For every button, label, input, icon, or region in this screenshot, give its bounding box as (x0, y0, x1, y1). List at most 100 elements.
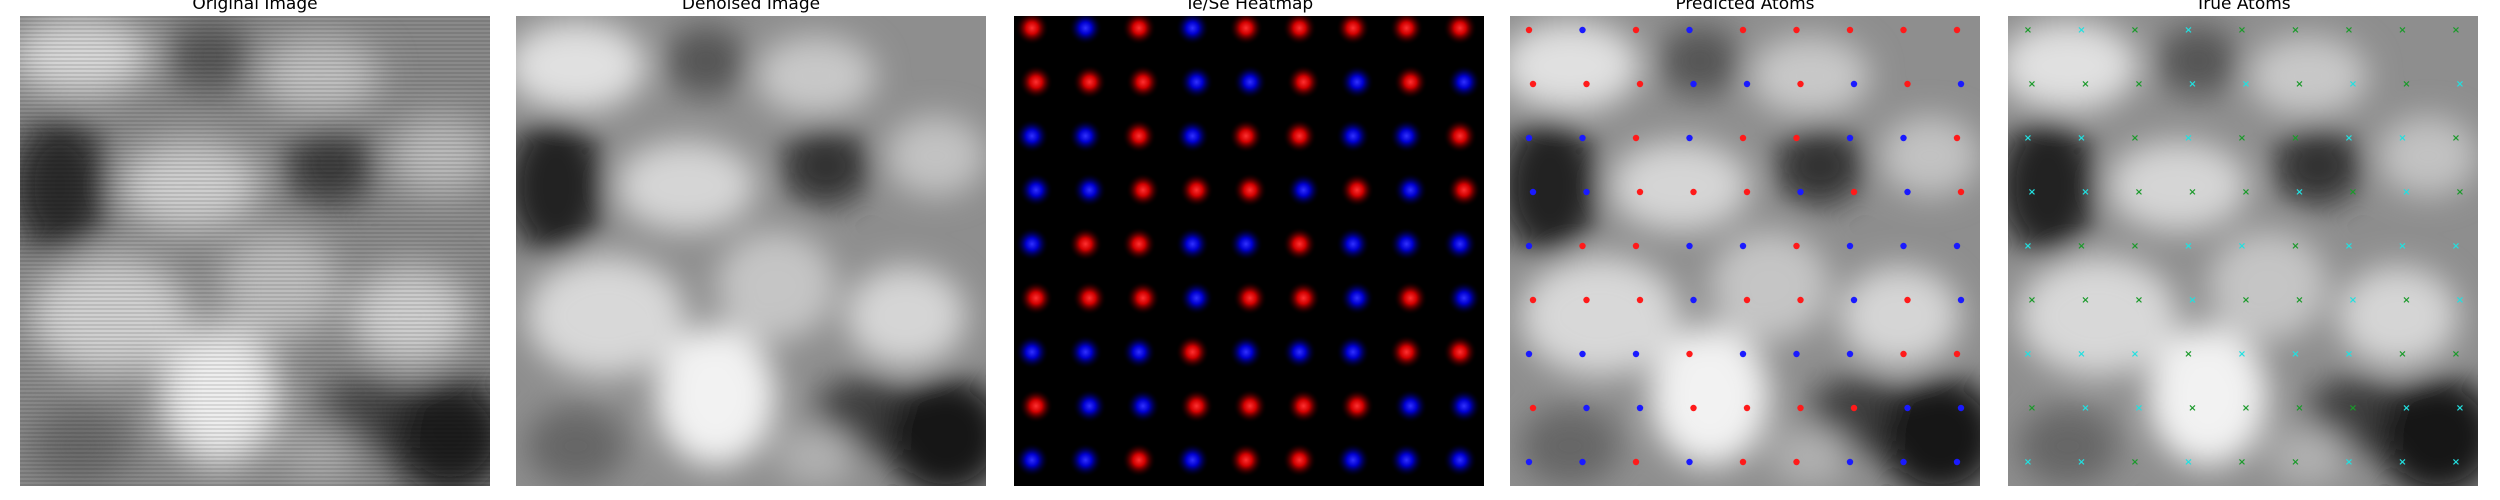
denoised-image-panel: Denoised Image (516, 0, 986, 500)
true-atom-marker: × (2452, 241, 2460, 252)
true-atom-marker: × (2345, 457, 2353, 468)
predicted-atom-marker (1904, 80, 1911, 88)
heatmap-blob (1447, 281, 1481, 315)
true-atom-marker: × (2028, 79, 2036, 90)
predicted-atom-marker (1797, 296, 1804, 304)
te-se-heatmap-panel: Te/Se Heatmap (1014, 0, 1484, 500)
true-atom-marker: × (2081, 403, 2089, 414)
true-atom-marker: × (2184, 241, 2192, 252)
true-atom-marker: × (2024, 25, 2032, 36)
true-atom-marker: × (2349, 187, 2357, 198)
predicted-atom-marker (1579, 458, 1586, 466)
heatmap-blob (1447, 173, 1481, 207)
true-atom-marker: × (2024, 133, 2032, 144)
heatmap-blob (1122, 16, 1156, 45)
heatmap-blob (1179, 389, 1214, 423)
heatmap-blob (1447, 65, 1481, 99)
heatmap-blob (1393, 281, 1428, 315)
predicted-atoms-panel: Predicted Atoms (1510, 0, 1980, 500)
predicted-atom-marker (1793, 242, 1800, 250)
heatmap-blob (1229, 443, 1263, 477)
heatmap-blob (1233, 173, 1267, 207)
true-atom-marker: × (2131, 349, 2139, 360)
heatmap-blob (1072, 389, 1107, 423)
true-atom-marker: × (2184, 133, 2192, 144)
true-atom-marker: × (2077, 25, 2085, 36)
true-atom-marker: × (2345, 349, 2353, 360)
predicted-atom-marker (1583, 296, 1590, 304)
heatmap-blob (1336, 227, 1370, 261)
heatmap-blob (1122, 227, 1156, 261)
heatmap-blob (1282, 16, 1317, 45)
heatmap-blob (1389, 119, 1424, 153)
predicted-atom-marker (1900, 26, 1907, 34)
heatmap-blob (1233, 389, 1267, 423)
predicted-atom-marker (1900, 134, 1907, 142)
predicted-atom-marker (1846, 458, 1854, 466)
true-atom-marker: × (2135, 79, 2143, 90)
true-atom-marker: × (2402, 79, 2410, 90)
predicted-atom-marker (1953, 350, 1961, 358)
heatmap-blob (1393, 389, 1428, 423)
heatmap-blob (1233, 281, 1267, 315)
predicted-atom-marker (1690, 80, 1697, 88)
original-image-title: Original Image (192, 0, 318, 14)
heatmap-blob (1340, 281, 1374, 315)
heatmap-blob (1443, 227, 1477, 261)
predicted-atom-marker (1904, 296, 1911, 304)
predicted-atom-marker (1793, 350, 1800, 358)
true-atom-marker: × (2077, 241, 2085, 252)
predicted-atom-marker (1583, 404, 1590, 412)
heatmap-blob (1286, 281, 1321, 315)
heatmap-blob (1286, 173, 1321, 207)
heatmap-blob (1336, 16, 1370, 45)
predicted-atom-marker (1743, 296, 1751, 304)
heatmap-blob (1282, 119, 1317, 153)
predicted-atom-marker (1632, 458, 1640, 466)
predicted-atom-marker (1900, 350, 1907, 358)
true-atom-marker: × (2077, 133, 2085, 144)
predicted-atom-marker (1904, 404, 1911, 412)
heatmap-blob (1122, 119, 1156, 153)
predicted-atom-marker (1525, 134, 1533, 142)
heatmap-blob (1126, 389, 1160, 423)
true-atom-marker: × (2452, 25, 2460, 36)
denoised-image (516, 16, 986, 486)
predicted-atom-marker (1686, 350, 1693, 358)
heatmap-blob (1393, 65, 1428, 99)
heatmap-blob (1068, 443, 1103, 477)
predicted-atom-marker (1686, 26, 1693, 34)
heatmap-blob (1126, 173, 1160, 207)
heatmap-blob (1229, 227, 1263, 261)
predicted-atom-marker (1690, 188, 1697, 196)
predicted-atom-marker (1636, 80, 1644, 88)
true-atom-marker: × (2024, 457, 2032, 468)
heatmap-blob (1340, 389, 1374, 423)
predicted-atom-marker (1957, 296, 1965, 304)
true-atom-marker: × (2291, 241, 2299, 252)
true-atom-marker: × (2349, 79, 2357, 90)
true-atom-marker: × (2131, 25, 2139, 36)
predicted-atom-marker (1953, 242, 1961, 250)
true-atom-marker: × (2452, 457, 2460, 468)
heatmap-blob (1447, 389, 1481, 423)
true-atom-marker: × (2188, 79, 2196, 90)
true-atom-marker: × (2398, 241, 2406, 252)
heatmap-blob (1019, 389, 1053, 423)
heatmap-blob (1175, 16, 1210, 45)
true-atom-marker: × (2188, 295, 2196, 306)
true-atom-marker: × (2131, 457, 2139, 468)
true-atom-marker: × (2131, 241, 2139, 252)
heatmap-blob (1015, 227, 1049, 261)
predicted-atom-marker (1739, 458, 1747, 466)
true-atom-marker: × (2291, 457, 2299, 468)
true-atom-marker: × (2295, 187, 2303, 198)
true-atom-marker: × (2295, 295, 2303, 306)
true-atom-marker: × (2238, 133, 2246, 144)
predicted-atom-marker (1846, 134, 1854, 142)
true-atom-marker: × (2135, 403, 2143, 414)
heatmap-blob (1286, 65, 1321, 99)
predicted-atom-marker (1846, 350, 1854, 358)
true-atom-marker: × (2024, 349, 2032, 360)
predicted-atom-marker (1525, 350, 1533, 358)
